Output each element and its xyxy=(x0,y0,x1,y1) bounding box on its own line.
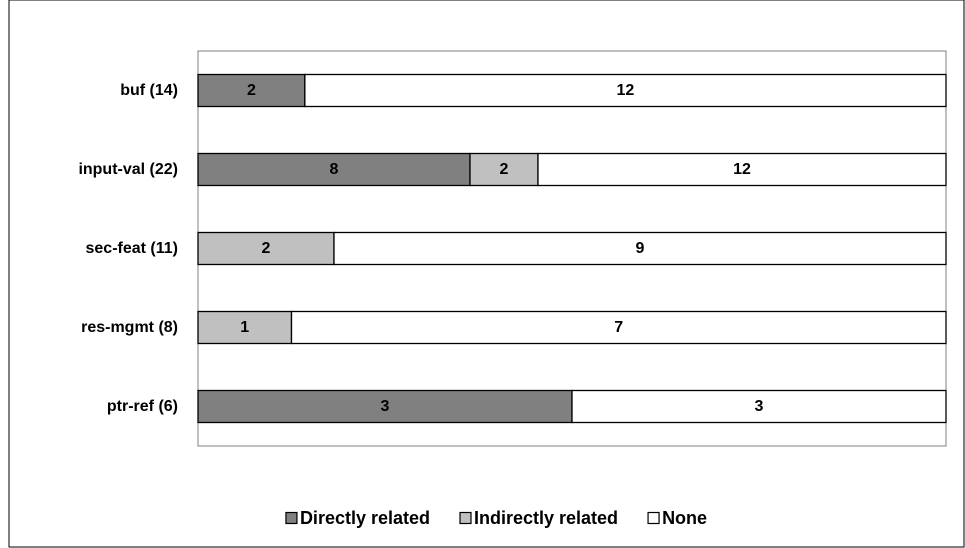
legend-swatch-indirectly-related xyxy=(459,511,472,525)
category-label-input-val-22: input-val (22) xyxy=(78,161,178,178)
category-label-buf-14: buf (14) xyxy=(120,82,178,99)
data-label-directly-related-input-val-22: 8 xyxy=(330,161,339,178)
bar-none-res-mgmt-8 xyxy=(290,310,947,345)
data-label-indirectly-related-sec-feat-11: 2 xyxy=(262,240,271,257)
data-label-none-ptr-ref-6: 3 xyxy=(755,398,764,415)
bar-none-ptr-ref-6 xyxy=(571,389,947,424)
legend-label-none: None xyxy=(662,508,707,528)
category-label-res-mgmt-8: res-mgmt (8) xyxy=(81,319,178,336)
bar-directly-related-input-val-22 xyxy=(197,152,471,187)
data-label-directly-related-buf-14: 2 xyxy=(247,82,256,99)
bar-none-buf-14 xyxy=(304,73,947,108)
bar-directly-related-ptr-ref-6 xyxy=(197,389,573,424)
bar-none-input-val-22 xyxy=(537,152,947,187)
bars-layer xyxy=(197,73,947,424)
bar-directly-related-buf-14 xyxy=(197,73,306,108)
data-label-indirectly-related-res-mgmt-8: 1 xyxy=(240,319,249,336)
data-label-none-res-mgmt-8: 7 xyxy=(614,319,623,336)
data-label-none-input-val-22: 12 xyxy=(733,161,751,178)
category-label-ptr-ref-6: ptr-ref (6) xyxy=(107,398,178,415)
legend: Directly related Indirectly related None xyxy=(285,508,707,528)
legend-label-indirectly-related: Indirectly related xyxy=(474,508,618,528)
category-label-sec-feat-11: sec-feat (11) xyxy=(86,240,179,257)
legend-swatch-none xyxy=(647,511,660,525)
bar-none-sec-feat-11 xyxy=(333,231,947,266)
legend-swatch-directly-related xyxy=(285,511,298,525)
data-label-none-sec-feat-11: 9 xyxy=(636,240,645,257)
legend-label-directly-related: Directly related xyxy=(300,508,430,528)
data-label-directly-related-ptr-ref-6: 3 xyxy=(381,398,390,415)
data-label-none-buf-14: 12 xyxy=(617,82,635,99)
data-label-indirectly-related-input-val-22: 2 xyxy=(500,161,509,178)
